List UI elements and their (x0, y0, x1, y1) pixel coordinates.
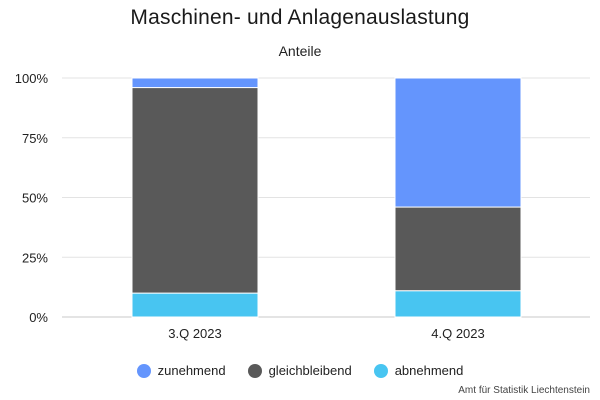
y-tick-label: 75% (22, 131, 48, 146)
chart-legend: zunehmend gleichbleibend abnehmend (0, 363, 600, 378)
chart-subtitle: Anteile (278, 43, 322, 59)
x-tick-label: 3.Q 2023 (168, 326, 222, 341)
chart-title: Maschinen- und Anlagenauslastung (130, 6, 470, 29)
bar-segment-gleichbleibend[interactable] (131, 87, 259, 294)
y-tick-label: 25% (22, 250, 48, 265)
legend-swatch-zunehmend (136, 363, 151, 378)
source-credit: Amt für Statistik Liechtenstein (458, 385, 590, 396)
legend-item-zunehmend[interactable]: zunehmend (136, 363, 226, 378)
legend-label-gleichbleibend: gleichbleibend (268, 363, 352, 378)
bar-segment-zunehmend[interactable] (394, 77, 522, 208)
bar-segment-abnehmend[interactable] (394, 290, 522, 318)
legend-label-abnehmend: abnehmend (394, 363, 464, 378)
bar-segment-abnehmend[interactable] (131, 292, 259, 318)
legend-label-zunehmend: zunehmend (157, 363, 226, 378)
bar-segment-zunehmend[interactable] (131, 77, 259, 89)
legend-item-gleichbleibend[interactable]: gleichbleibend (247, 363, 352, 378)
y-tick-label: 0% (29, 310, 48, 325)
legend-item-abnehmend[interactable]: abnehmend (373, 363, 464, 378)
y-tick-label: 50% (22, 191, 48, 206)
bar-segment-gleichbleibend[interactable] (394, 206, 522, 292)
x-tick-label: 4.Q 2023 (431, 326, 485, 341)
y-tick-label: 100% (15, 71, 49, 86)
legend-swatch-abnehmend (373, 363, 388, 378)
legend-swatch-gleichbleibend (247, 363, 262, 378)
